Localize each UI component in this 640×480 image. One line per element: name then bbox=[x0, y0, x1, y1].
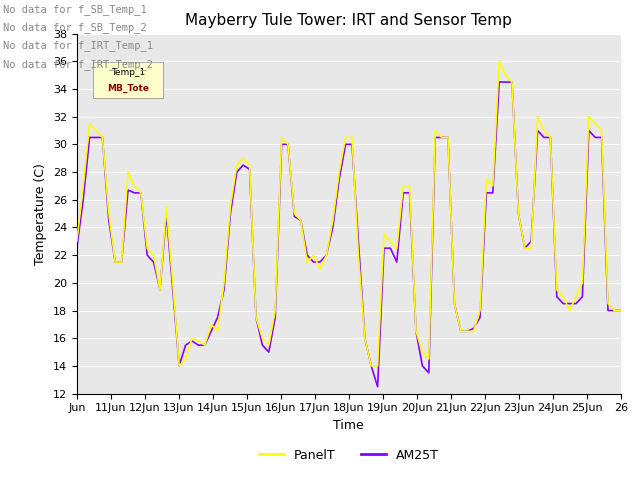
Legend: PanelT, AM25T: PanelT, AM25T bbox=[254, 444, 444, 467]
Y-axis label: Temperature (C): Temperature (C) bbox=[35, 163, 47, 264]
Text: No data for f_SB_Temp_1: No data for f_SB_Temp_1 bbox=[3, 4, 147, 15]
Text: No data for f_SB_Temp_2: No data for f_SB_Temp_2 bbox=[3, 22, 147, 33]
Text: No data for f_IRT_Temp_1: No data for f_IRT_Temp_1 bbox=[3, 40, 153, 51]
Text: MB_Tote: MB_Tote bbox=[107, 84, 149, 93]
Text: Temp_1: Temp_1 bbox=[111, 68, 145, 77]
Text: No data for f_IRT_Temp_2: No data for f_IRT_Temp_2 bbox=[3, 59, 153, 70]
X-axis label: Time: Time bbox=[333, 419, 364, 432]
Title: Mayberry Tule Tower: IRT and Sensor Temp: Mayberry Tule Tower: IRT and Sensor Temp bbox=[186, 13, 512, 28]
